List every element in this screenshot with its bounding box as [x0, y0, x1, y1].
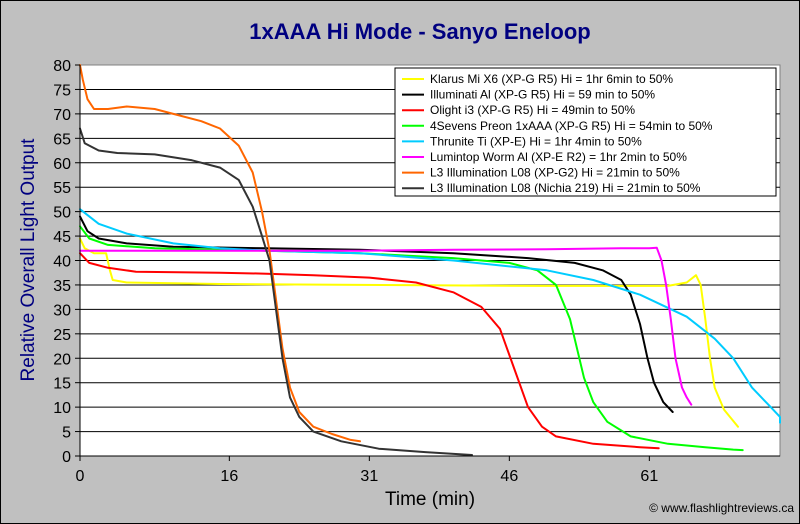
x-tick-label: 46: [500, 468, 518, 485]
legend-label-7: L3 Illumination L08 (Nichia 219) Hi = 21…: [430, 181, 701, 195]
legend-label-6: L3 Illumination L08 (XP-G2) Hi = 21min t…: [430, 166, 680, 180]
y-tick-label: 40: [53, 254, 71, 271]
y-tick-label: 75: [53, 82, 71, 99]
legend: Klarus Mi X6 (XP-G R5) Hi = 1hr 6min to …: [394, 67, 777, 197]
x-axis-label: Time (min): [385, 489, 475, 510]
credit-text: © www.flashlightreviews.ca: [649, 501, 794, 515]
y-tick-label: 30: [53, 302, 71, 319]
gridlines: [80, 88, 780, 433]
chart-title: 1xAAA Hi Mode - Sanyo Eneloop: [249, 19, 590, 44]
series-line-6: [79, 64, 361, 443]
y-tick-label: 5: [62, 425, 71, 442]
x-tick-label: 0: [76, 468, 85, 485]
series-line-5: [79, 246, 693, 406]
y-axis-label: Relative Overall Light Output: [18, 138, 39, 382]
y-tick-label: 55: [53, 180, 71, 197]
series-line-1: [79, 215, 674, 413]
legend-label-4: Thrunite Ti (XP-E) Hi = 1hr 4min to 50%: [430, 134, 642, 148]
legend-label-2: Olight i3 (XP-G R5) Hi = 49min to 50%: [430, 103, 635, 117]
series-line-2: [79, 252, 660, 450]
y-tick-label: 70: [53, 107, 71, 124]
legend-label-1: Illuminati Al (XP-G R5) Hi = 59 min to 5…: [430, 88, 655, 102]
y-tick-label: 60: [53, 156, 71, 173]
series-line-7: [79, 127, 473, 456]
legend-label-5: Lumintop Worm Al (XP-E R2) = 1hr 2min to…: [430, 150, 687, 164]
y-tick-label: 15: [53, 376, 71, 393]
x-tick-label: 61: [640, 468, 658, 485]
y-tick-label: 25: [53, 327, 71, 344]
series-line-0: [79, 237, 739, 428]
y-tick-label: 0: [62, 449, 71, 466]
y-tick-label: 65: [53, 131, 71, 148]
legend-label-0: Klarus Mi X6 (XP-G R5) Hi = 1hr 6min to …: [430, 72, 673, 86]
legend-label-3: 4Sevens Preon 1xAAA (XP-G R5) Hi = 54min…: [430, 119, 713, 133]
y-tick-label: 45: [53, 229, 71, 246]
x-axis-ticks: 0 16 31 46 61: [76, 456, 658, 485]
series-group: [79, 64, 781, 456]
y-tick-label: 80: [53, 58, 71, 75]
y-tick-label: 35: [53, 278, 71, 295]
legend-box: [394, 67, 777, 197]
series-line-3: [79, 225, 744, 452]
series-line-4: [79, 208, 781, 424]
x-tick-label: 31: [360, 468, 378, 485]
y-axis-ticks: 0 5 10 15 20 25 30 35 40 45 50 55 60 65 70 75 80: [53, 58, 80, 466]
y-tick-label: 10: [53, 400, 71, 417]
y-tick-label: 50: [53, 205, 71, 222]
x-tick-label: 16: [220, 468, 238, 485]
y-tick-label: 20: [53, 351, 71, 368]
